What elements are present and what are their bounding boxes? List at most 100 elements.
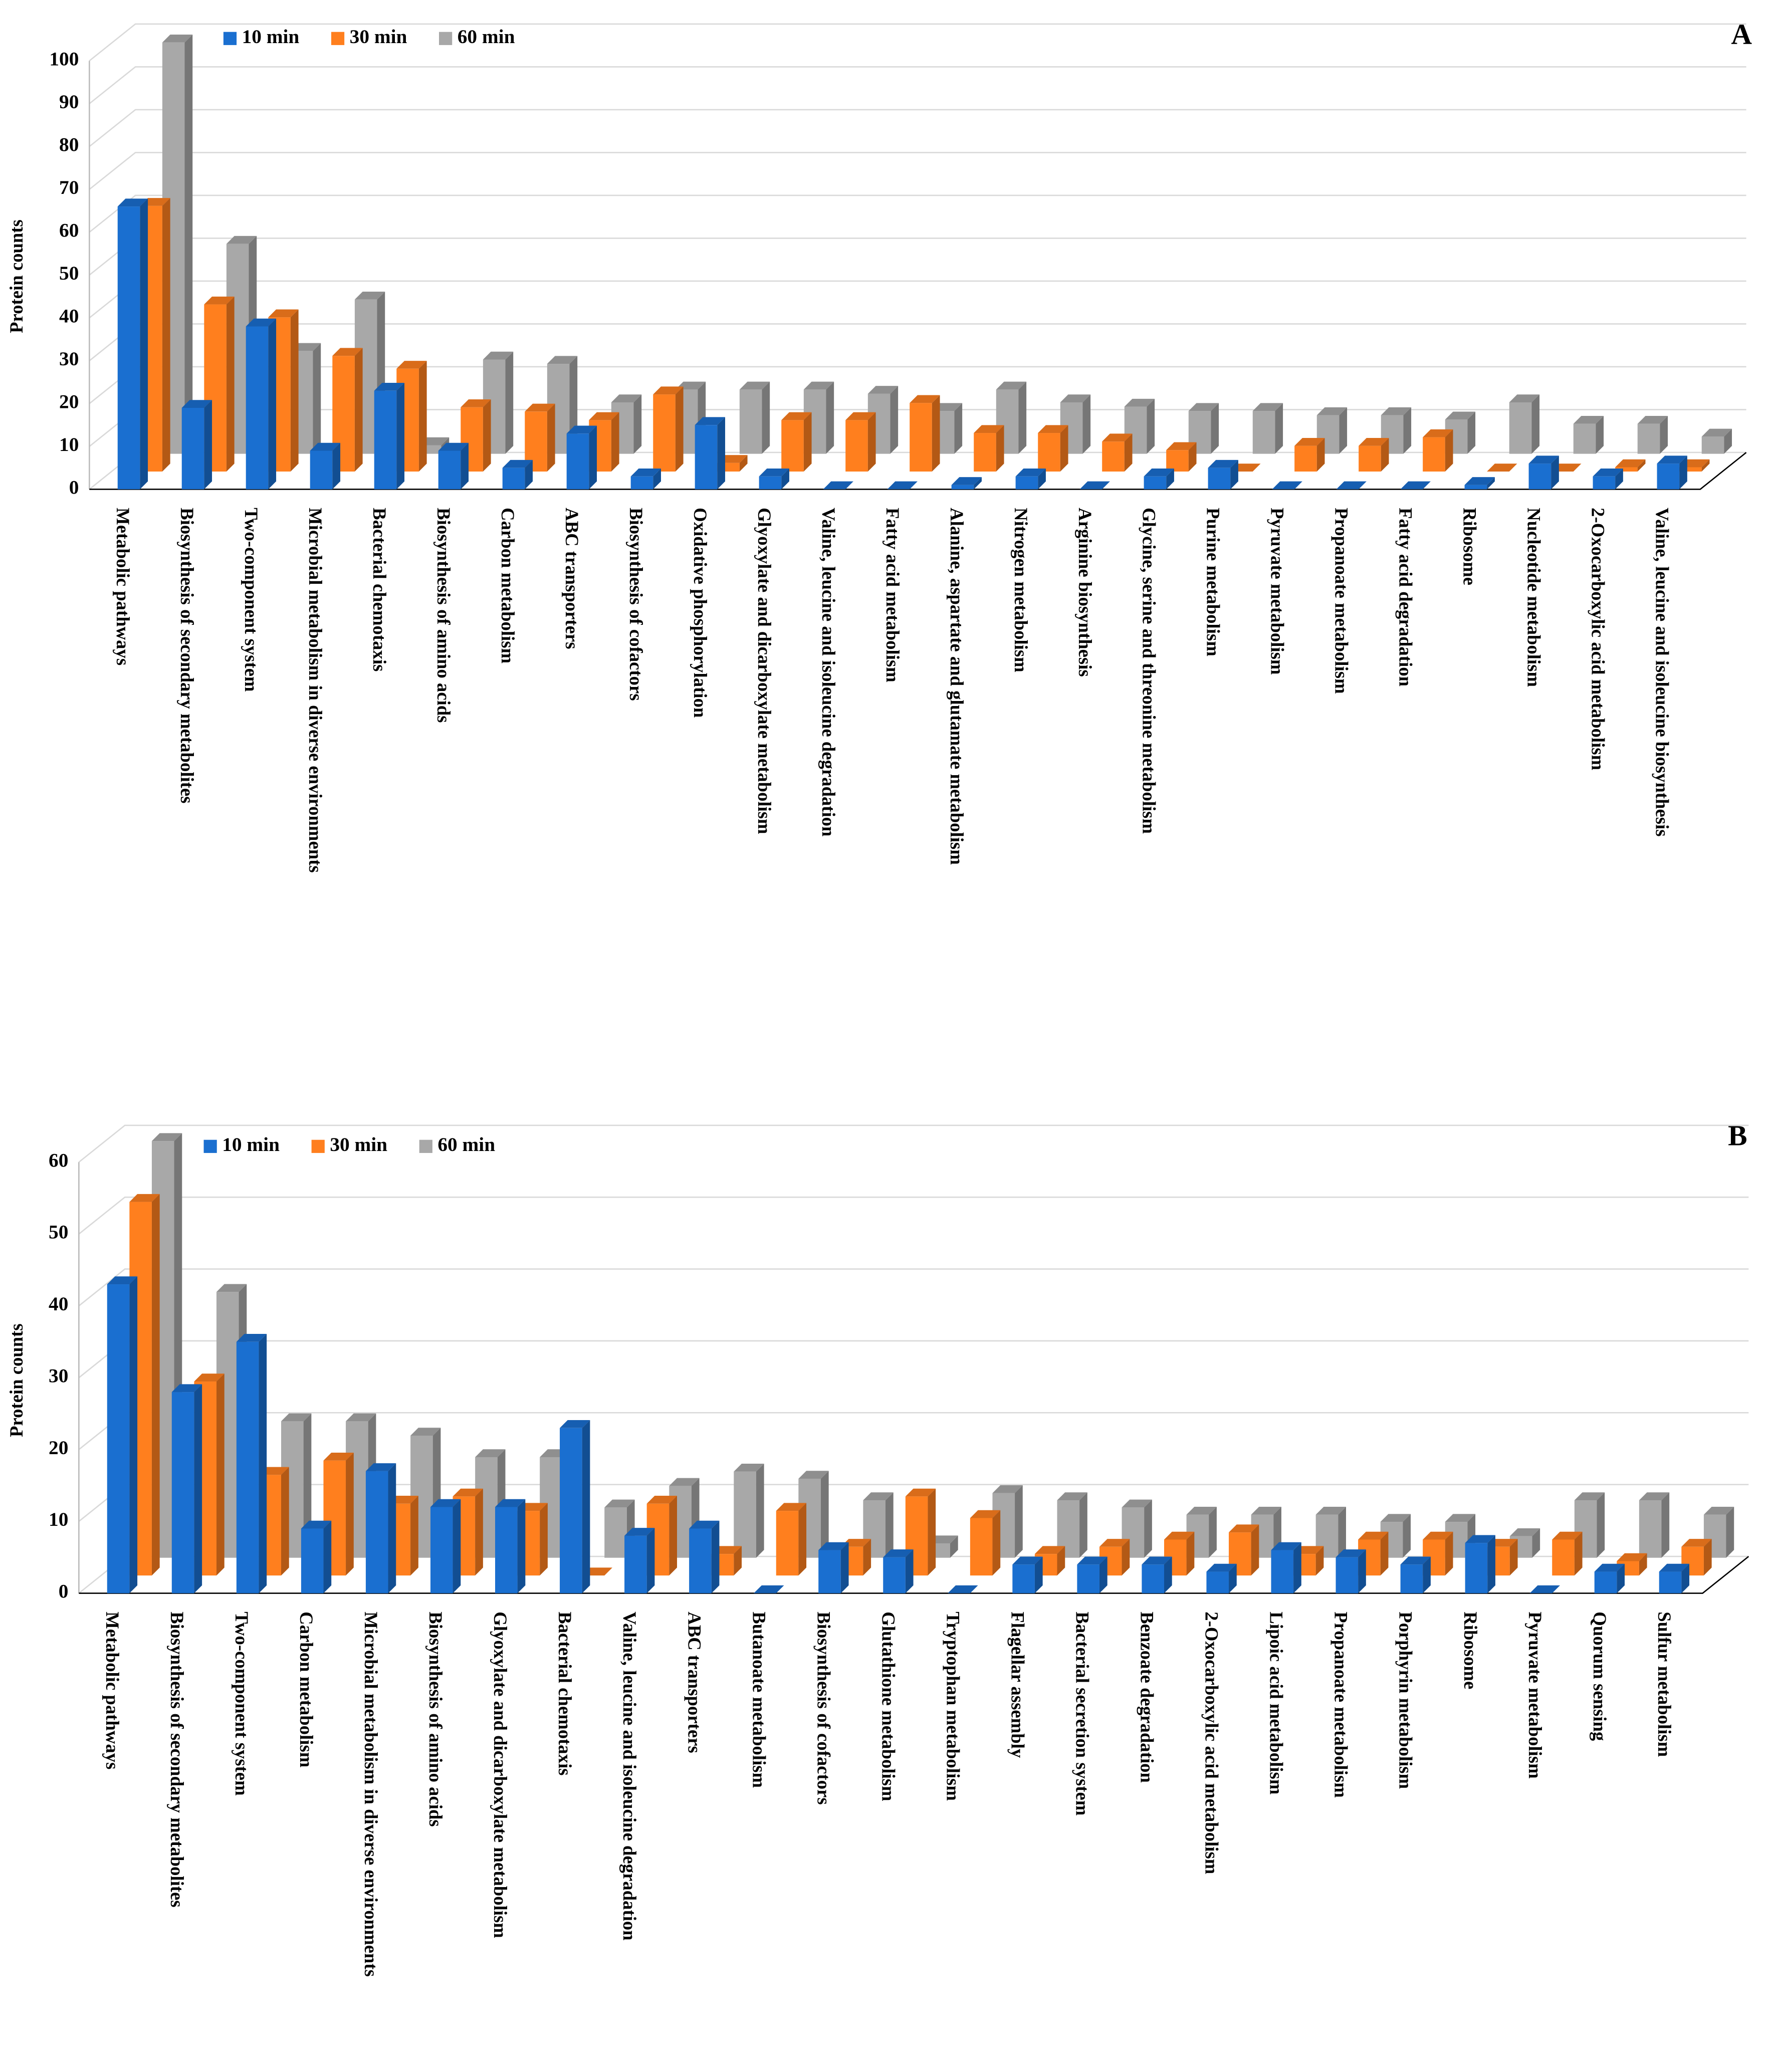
- y-tick-label: 40: [49, 1293, 68, 1315]
- bar-top: [803, 381, 834, 390]
- bar: [1359, 437, 1389, 472]
- bar-side: [475, 1488, 483, 1576]
- x-tick-label: Alanine, aspartate and glutamate metabol…: [947, 508, 967, 865]
- bar-side: [992, 1510, 1001, 1576]
- bar-front: [630, 476, 653, 490]
- bar-front: [1465, 1543, 1488, 1593]
- legend-label: 10 min: [242, 26, 300, 48]
- legend-label: 10 min: [222, 1133, 280, 1156]
- bar-side: [1339, 407, 1348, 454]
- bar-top: [117, 198, 148, 207]
- bar: [1465, 1535, 1495, 1593]
- bar-side: [1380, 1531, 1389, 1576]
- bar-top: [970, 1510, 1001, 1518]
- bar-side: [820, 1471, 829, 1558]
- bar-top: [1336, 481, 1367, 490]
- bar: [754, 1585, 784, 1593]
- bar-front: [181, 407, 204, 490]
- x-tick-label: 2-Oxocarboxylic acid metabolism: [1202, 1611, 1222, 1874]
- bar-top: [759, 469, 789, 477]
- bar-front: [883, 1557, 906, 1593]
- bar-side: [840, 1542, 849, 1593]
- bar: [624, 1528, 655, 1593]
- bar-top: [1122, 1499, 1152, 1508]
- bar-side: [954, 403, 963, 454]
- bar: [1528, 455, 1559, 490]
- bar-top: [204, 296, 235, 305]
- bar-front: [374, 390, 397, 490]
- bar-top: [1252, 403, 1283, 411]
- y-tick-label: 10: [59, 433, 79, 455]
- bar-front: [734, 1471, 756, 1558]
- bar: [107, 1276, 138, 1593]
- bar: [1188, 403, 1219, 454]
- bar-side: [1147, 398, 1155, 454]
- bar: [1079, 481, 1110, 490]
- bar-top: [646, 1496, 677, 1504]
- bar-top: [1380, 1514, 1411, 1522]
- bar-top: [1316, 407, 1348, 415]
- bar-side: [129, 1276, 138, 1593]
- bar-top: [883, 1549, 914, 1557]
- bar-side: [1617, 1563, 1625, 1593]
- bar: [1099, 1539, 1130, 1576]
- bar-front: [560, 1428, 582, 1593]
- bar-top: [611, 394, 642, 403]
- bar: [1252, 403, 1283, 454]
- bar: [818, 1542, 849, 1593]
- bar: [1701, 428, 1732, 454]
- x-tick-label: Biosynthesis of amino acids: [425, 1611, 446, 1826]
- bar-side: [711, 1520, 720, 1593]
- bar-top: [129, 1194, 160, 1202]
- bar-front: [1038, 433, 1060, 472]
- bar-front: [1206, 1571, 1229, 1593]
- bar-side: [418, 361, 427, 472]
- bar: [1464, 477, 1495, 490]
- bar: [1206, 1563, 1237, 1593]
- bar-top: [1057, 1492, 1087, 1501]
- bar-top: [1703, 1506, 1734, 1515]
- bar: [910, 395, 940, 472]
- bar-side: [540, 1503, 548, 1576]
- bar-side: [1381, 437, 1389, 472]
- y-tick-label: 10: [49, 1508, 68, 1530]
- bar-front: [1423, 437, 1445, 472]
- x-tick-label: Porphyrin metabolism: [1396, 1611, 1416, 1789]
- bar-top: [1445, 411, 1476, 420]
- bar-top: [1271, 1542, 1301, 1550]
- bar-side: [669, 1496, 677, 1576]
- bar-side: [762, 381, 770, 454]
- bar-front: [1252, 411, 1275, 454]
- bar-top: [1381, 407, 1412, 415]
- bar-top: [630, 469, 661, 477]
- bar-side: [1724, 428, 1732, 454]
- x-tick-label: Butanoate metabolism: [749, 1611, 769, 1788]
- bar-top: [495, 1499, 526, 1507]
- bar-top: [1594, 1563, 1625, 1572]
- bar: [1381, 407, 1412, 454]
- bar: [1012, 1556, 1043, 1593]
- bar-side: [505, 351, 514, 454]
- bar-top: [1465, 1535, 1495, 1543]
- bar-front: [781, 420, 804, 472]
- bar-top: [863, 1492, 894, 1501]
- bar: [1166, 442, 1197, 472]
- bar: [438, 442, 469, 490]
- bar-top: [566, 425, 597, 434]
- y-tick-label: 30: [49, 1364, 68, 1387]
- bar-front: [1294, 445, 1317, 472]
- bar-front: [604, 1507, 627, 1558]
- bar-side: [290, 309, 299, 472]
- x-tick-label: Nitrogen metabolism: [1011, 508, 1031, 672]
- bar-front: [438, 450, 461, 490]
- bar: [1293, 1546, 1324, 1576]
- bar: [776, 1503, 807, 1576]
- bar-side: [633, 394, 642, 454]
- bar-front: [1142, 1564, 1164, 1593]
- bar-side: [1211, 403, 1219, 454]
- bar: [1594, 1563, 1625, 1593]
- bar-side: [1229, 1563, 1237, 1593]
- legend-label: 30 min: [350, 26, 407, 48]
- bar-top: [1144, 469, 1174, 477]
- bar-top: [181, 400, 212, 408]
